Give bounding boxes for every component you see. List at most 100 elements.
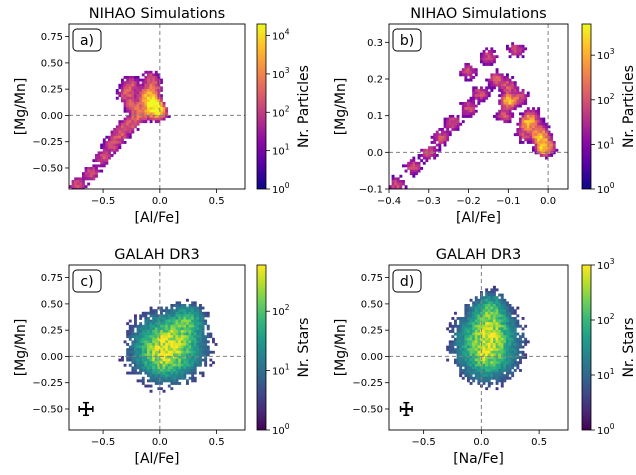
heatmap-cell xyxy=(175,363,179,367)
heatmap-cell xyxy=(162,345,166,349)
heatmap-cell xyxy=(147,340,150,344)
heatmap-cell xyxy=(147,96,150,100)
heatmap-cell xyxy=(79,185,83,189)
heatmap-cell xyxy=(508,317,512,320)
heatmap-cell xyxy=(532,107,535,111)
heatmap-cell xyxy=(506,47,509,51)
heatmap-cell xyxy=(123,109,127,113)
heatmap-cell xyxy=(186,356,189,359)
heatmap-cell xyxy=(472,369,476,372)
heatmap-cell xyxy=(469,311,473,315)
heatmap-cell xyxy=(188,335,192,339)
heatmap-cell xyxy=(500,319,504,323)
heatmap-cell xyxy=(547,151,551,155)
heatmap-cell xyxy=(186,322,189,326)
heatmap-cell xyxy=(183,314,187,318)
heatmap-cell xyxy=(487,348,491,352)
heatmap-cell xyxy=(521,112,525,116)
heatmap-cell xyxy=(461,319,465,323)
heatmap-cell xyxy=(513,317,517,320)
heatmap-cell xyxy=(519,345,522,349)
panel-label: a) xyxy=(72,28,102,52)
heatmap-cell xyxy=(178,343,182,346)
heatmap-cell xyxy=(154,96,158,100)
heatmap-cell xyxy=(495,340,499,344)
heatmap-cell xyxy=(493,332,496,336)
heatmap-cell xyxy=(464,340,468,344)
heatmap-cell xyxy=(495,73,499,77)
heatmap-cell xyxy=(160,109,163,113)
heatmap-cell xyxy=(147,322,150,326)
heatmap-cell xyxy=(160,387,163,391)
heatmap-cell xyxy=(191,337,195,341)
heatmap-cell xyxy=(144,322,148,326)
heatmap-cell xyxy=(154,330,158,333)
heatmap-cell xyxy=(95,159,98,163)
heatmap-cell xyxy=(105,148,109,152)
heatmap-cell xyxy=(490,57,494,61)
heatmap-cell xyxy=(461,350,465,354)
heatmap-cell xyxy=(542,122,546,126)
heatmap-cell xyxy=(128,109,132,113)
heatmap-cell xyxy=(495,311,499,315)
heatmap-cell xyxy=(482,379,486,383)
heatmap-cell xyxy=(464,361,468,365)
heatmap-cell xyxy=(425,154,429,157)
heatmap-cell xyxy=(545,151,548,155)
heatmap-cell xyxy=(508,112,512,116)
heatmap-cell xyxy=(459,343,463,346)
heatmap-cell xyxy=(500,96,504,100)
heatmap-cell xyxy=(144,78,148,82)
heatmap-cell xyxy=(469,96,473,100)
heatmap-cell xyxy=(456,324,460,328)
heatmap-cell xyxy=(459,350,463,354)
heatmap-cell xyxy=(433,146,437,150)
heatmap-cell xyxy=(118,135,122,139)
heatmap-cell xyxy=(131,117,135,121)
heatmap-cell xyxy=(511,361,515,365)
heatmap-cell xyxy=(474,337,478,341)
heatmap-cell xyxy=(134,117,137,121)
heatmap-cell xyxy=(149,91,153,95)
heatmap-cell xyxy=(461,340,465,344)
heatmap-cell xyxy=(183,374,187,378)
heatmap-cell xyxy=(165,350,169,354)
heatmap-cell xyxy=(92,167,96,170)
heatmap-cell xyxy=(506,107,509,111)
heatmap-cell xyxy=(154,319,158,323)
heatmap-cell xyxy=(469,366,473,370)
heatmap-cell xyxy=(500,343,504,346)
heatmap-cell xyxy=(506,115,509,118)
heatmap-cell xyxy=(482,306,486,310)
heatmap-cell xyxy=(147,78,150,82)
heatmap-cell xyxy=(152,117,156,121)
heatmap-cell xyxy=(402,182,405,186)
heatmap-cell xyxy=(516,345,520,349)
heatmap-cell xyxy=(141,104,145,108)
heatmap-cell xyxy=(144,358,148,362)
heatmap-cell xyxy=(498,89,502,92)
heatmap-cell xyxy=(167,314,171,318)
heatmap-cell xyxy=(144,361,148,365)
heatmap-cell xyxy=(498,356,502,359)
heatmap-cell xyxy=(472,311,476,315)
heatmap-cell xyxy=(474,332,478,336)
heatmap-cell xyxy=(482,311,486,315)
heatmap-cell xyxy=(425,156,429,160)
heatmap-cell xyxy=(506,361,509,365)
heatmap-cell xyxy=(188,309,192,313)
heatmap-cell xyxy=(503,314,507,318)
heatmap-cell xyxy=(165,115,169,118)
heatmap-cell xyxy=(516,366,520,370)
heatmap-cell xyxy=(147,327,150,331)
heatmap-cell xyxy=(152,324,156,328)
heatmap-cell xyxy=(456,356,460,359)
heatmap-cell xyxy=(201,314,205,318)
heatmap-cell xyxy=(149,83,153,87)
heatmap-cell xyxy=(498,306,502,310)
heatmap-cell xyxy=(477,301,481,305)
heatmap-cell xyxy=(178,361,182,365)
heatmap-cell xyxy=(162,361,166,365)
heatmap-cell xyxy=(152,311,156,315)
